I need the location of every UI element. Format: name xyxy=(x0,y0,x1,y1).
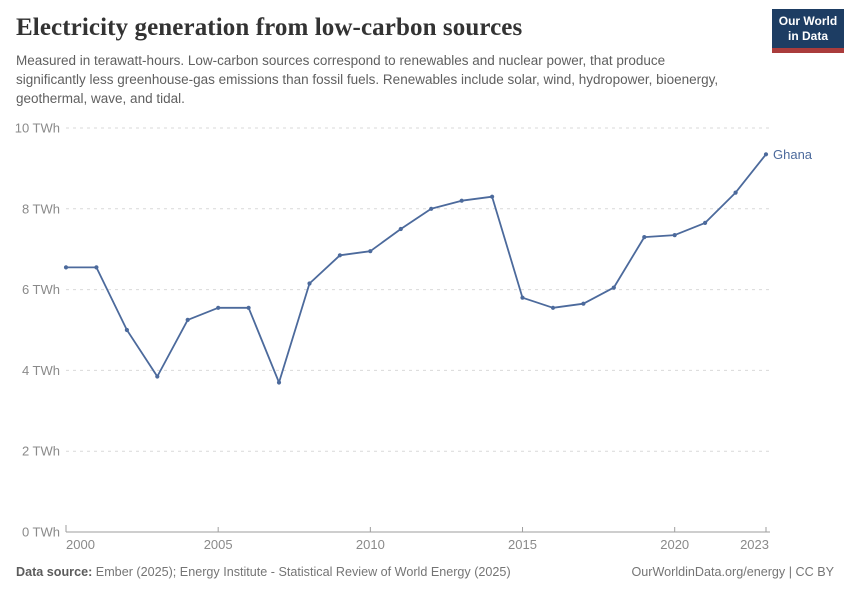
owid-logo-line1: Our World xyxy=(778,14,838,28)
y-tick-label: 6 TWh xyxy=(22,282,60,297)
data-point[interactable] xyxy=(124,327,129,333)
y-tick-label: 4 TWh xyxy=(22,363,60,378)
credit-link[interactable]: OurWorldinData.org/energy | CC BY xyxy=(631,565,834,579)
data-point[interactable] xyxy=(581,301,586,306)
data-point[interactable] xyxy=(733,190,738,195)
page-title: Electricity generation from low-carbon s… xyxy=(16,14,523,41)
x-tick-label: 2023 xyxy=(740,537,769,552)
chart-footer: Data source: Ember (2025); Energy Instit… xyxy=(16,565,834,579)
data-point[interactable] xyxy=(307,281,312,286)
y-tick-label: 0 TWh xyxy=(22,525,60,540)
x-tick-label: 2020 xyxy=(660,537,689,552)
data-point[interactable] xyxy=(216,305,221,310)
data-point[interactable] xyxy=(703,220,708,225)
data-point[interactable] xyxy=(94,265,99,270)
y-tick-label: 10 TWh xyxy=(15,121,60,136)
data-point[interactable] xyxy=(429,206,434,211)
series-line[interactable] xyxy=(65,153,767,384)
data-point[interactable] xyxy=(763,152,769,157)
owid-logo-line2: in Data xyxy=(787,29,828,43)
x-tick-label: 2005 xyxy=(204,537,233,552)
series-end-label[interactable]: Ghana xyxy=(773,147,813,162)
data-source-label: Data source: xyxy=(16,565,93,579)
data-source-text: Ember (2025); Energy Institute - Statist… xyxy=(92,565,511,579)
data-point[interactable] xyxy=(368,249,373,254)
data-point[interactable] xyxy=(185,317,190,322)
data-point[interactable] xyxy=(672,233,677,238)
x-tick-label: 2010 xyxy=(356,537,385,552)
data-point[interactable] xyxy=(550,305,556,310)
y-tick-label: 8 TWh xyxy=(22,201,60,216)
owid-logo[interactable]: Our World in Data xyxy=(772,9,844,53)
data-point[interactable] xyxy=(337,253,342,258)
data-point[interactable] xyxy=(490,194,495,199)
data-point[interactable] xyxy=(398,226,403,232)
chart-subtitle: Measured in terawatt-hours. Low-carbon s… xyxy=(16,53,719,106)
data-point[interactable] xyxy=(155,374,160,379)
data-point[interactable] xyxy=(520,295,525,300)
data-point[interactable] xyxy=(611,285,616,290)
data-point[interactable] xyxy=(642,235,647,240)
data-point[interactable] xyxy=(459,198,464,203)
line-chart[interactable]: 0 TWh 2 TWh 4 TWh 6 TWh 8 TWh 10 TWh 2000 2005 2… xyxy=(0,115,850,560)
data-point[interactable] xyxy=(276,380,282,385)
x-tick-label: 2000 xyxy=(66,537,95,552)
chart-svg: 0 TWh 2 TWh 4 TWh 6 TWh 8 TWh 10 TWh 2000 2005 2… xyxy=(15,121,813,553)
y-tick-label: 2 TWh xyxy=(22,444,60,459)
x-tick-label: 2015 xyxy=(508,537,537,552)
data-source-note: Data source: Ember (2025); Energy Instit… xyxy=(16,565,511,579)
data-point[interactable] xyxy=(63,265,69,270)
data-point[interactable] xyxy=(246,305,251,310)
